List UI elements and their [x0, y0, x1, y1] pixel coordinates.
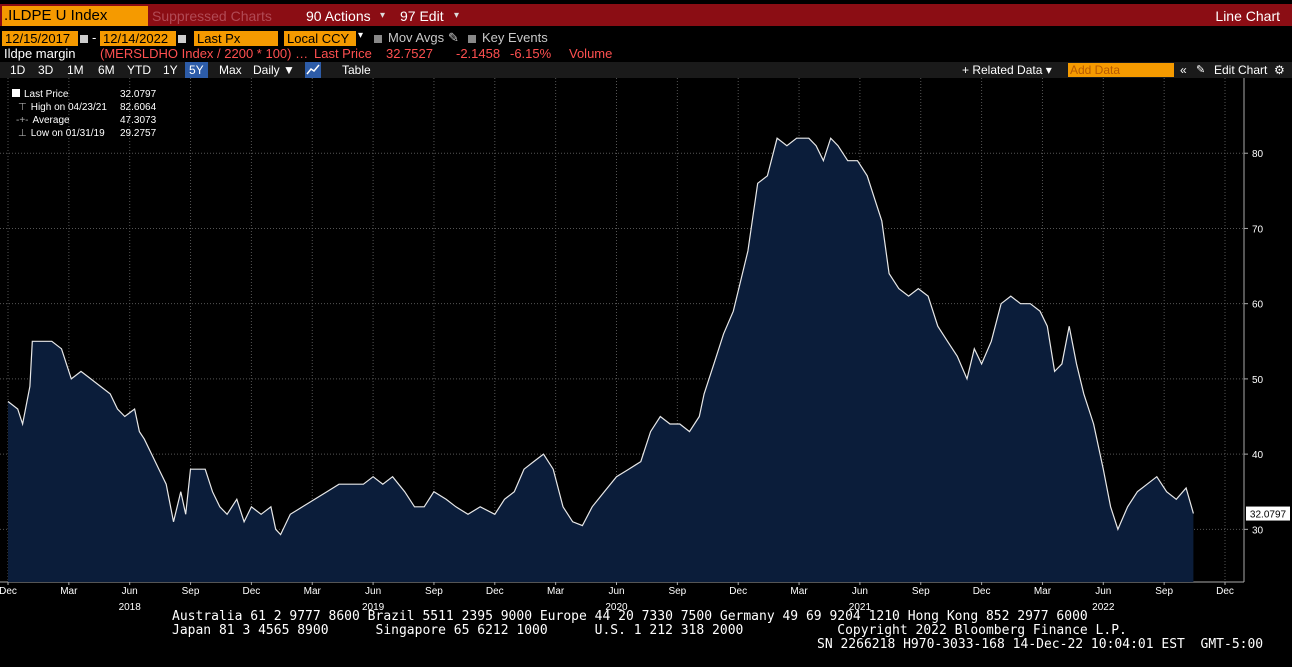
year-label: 2018	[119, 602, 142, 613]
end-date-field[interactable]: 12/14/2022	[100, 31, 176, 46]
period-6m[interactable]: 6M	[98, 63, 115, 77]
footer-line-3: SN 2266218 H970-3033-168 14-Dec-22 10:04…	[817, 637, 1264, 652]
period-1m[interactable]: 1M	[67, 63, 84, 77]
chevron-down-icon[interactable]: ▾	[358, 30, 364, 41]
x-tick-label: Dec	[973, 586, 991, 597]
y-tick-label: 40	[1252, 450, 1264, 461]
x-tick-label: Mar	[60, 586, 78, 597]
calendar-icon[interactable]	[178, 35, 186, 43]
year-label: 2020	[605, 602, 628, 613]
period-5y[interactable]: 5Y	[185, 62, 208, 78]
x-tick-label: Jun	[608, 586, 624, 597]
last-price-value: 32.7527	[386, 46, 433, 61]
table-button[interactable]: Table	[342, 63, 371, 77]
legend-high-value: 82.6064	[120, 102, 157, 113]
period-1d[interactable]: 1D	[10, 63, 26, 77]
period-3d[interactable]: 3D	[38, 63, 54, 77]
title-bar	[0, 4, 1292, 26]
date-separator: -	[92, 30, 97, 45]
pencil-icon[interactable]: ✎	[448, 30, 459, 45]
add-data-input[interactable]: Add Data	[1068, 63, 1174, 77]
x-tick-label: Mar	[1034, 586, 1052, 597]
toolbar	[0, 62, 1292, 78]
edit-menu[interactable]: 97 Edit	[400, 8, 444, 24]
period-max[interactable]: Max	[219, 63, 242, 77]
line-chart-icon[interactable]	[305, 62, 321, 78]
legend-last-value: 32.0797	[120, 89, 157, 100]
actions-menu[interactable]: 90 Actions	[306, 8, 371, 24]
key-events-checkbox[interactable]	[468, 35, 476, 43]
x-tick-label: Jun	[852, 586, 868, 597]
year-label: 2021	[849, 602, 872, 613]
volume-label: Volume	[569, 46, 613, 61]
frequency-select[interactable]: Daily ▼	[253, 63, 295, 77]
footer-line-1: Australia 61 2 9777 8600 Brazil 5511 239…	[172, 609, 1088, 624]
y-tick-label: 50	[1252, 375, 1264, 386]
x-tick-label: Mar	[790, 586, 808, 597]
mov-avgs-checkbox[interactable]	[374, 35, 382, 43]
year-label: 2019	[362, 602, 385, 613]
x-tick-label: Sep	[668, 586, 686, 597]
field-select[interactable]: Last Px	[194, 31, 278, 46]
y-tick-label: 70	[1252, 224, 1264, 235]
series-area	[8, 138, 1194, 582]
x-tick-label: Mar	[547, 586, 565, 597]
x-tick-label: Dec	[729, 586, 747, 597]
year-label: 2022	[1092, 602, 1115, 613]
chevron-down-icon[interactable]: ▾	[454, 10, 460, 21]
x-tick-label: Jun	[122, 586, 138, 597]
legend-avg-value: 47.3073	[120, 115, 157, 126]
x-tick-label: Jun	[365, 586, 381, 597]
legend-last-label: Last Price	[24, 89, 69, 100]
change-value: -2.1458	[456, 46, 501, 61]
period-ytd[interactable]: YTD	[127, 63, 151, 77]
key-events-label[interactable]: Key Events	[482, 30, 548, 45]
x-tick-label: Sep	[1155, 586, 1173, 597]
edit-chart-button[interactable]: Edit Chart	[1214, 63, 1268, 77]
legend-high-label: High on 04/23/21	[30, 102, 107, 113]
x-tick-label: Sep	[912, 586, 930, 597]
change-pct: -6.15%	[510, 46, 552, 61]
chevron-down-icon[interactable]: ▾	[380, 10, 386, 21]
footer-line-2: Japan 81 3 4565 8900 Singapore 65 6212 1…	[172, 623, 1127, 638]
ticker-field[interactable]: .ILDPE U Index	[2, 6, 148, 26]
y-tick-label: 30	[1252, 525, 1264, 536]
chart-area: Dec Mar Jun Sep Dec Mar Jun Sep Dec Mar Jun Sep Dec M…	[0, 78, 1290, 613]
chart-legend: Last Price 32.0797 ⊤ High on 04/23/21 82.60…	[6, 88, 156, 140]
y-tick-label: 80	[1252, 149, 1264, 160]
gear-icon[interactable]: ⚙	[1274, 63, 1285, 77]
x-tick-label: Dec	[243, 586, 261, 597]
pencil-icon[interactable]: ✎	[1196, 64, 1206, 76]
collapse-icon[interactable]: «	[1180, 63, 1187, 77]
view-name: Line Chart	[1215, 8, 1280, 24]
series-line	[7, 137, 1194, 536]
x-tick-label: Dec	[1216, 586, 1234, 597]
suppressed-tab[interactable]: Suppressed Charts	[152, 8, 272, 24]
last-price-label: Last Price	[314, 46, 372, 61]
legend-low-value: 29.2757	[120, 128, 157, 139]
last-value-box	[1246, 506, 1290, 521]
last-value-label: 32.0797	[1250, 510, 1287, 521]
x-tick-label: Jun	[1095, 586, 1111, 597]
legend-avg-label: Average	[32, 115, 70, 126]
legend-low-label: Low on 01/31/19	[30, 128, 105, 139]
start-date-field[interactable]: 12/15/2017	[2, 31, 78, 46]
series-name: Ildpe margin	[4, 46, 76, 61]
x-tick-label: Sep	[425, 586, 443, 597]
period-1y[interactable]: 1Y	[163, 63, 178, 77]
x-tick-label: Dec	[0, 586, 17, 597]
series-formula: (MERSLDHO Index / 2200 * 100) …	[100, 46, 309, 61]
y-tick-label: 60	[1252, 300, 1264, 311]
mov-avgs-label[interactable]: Mov Avgs	[388, 30, 445, 45]
x-tick-label: Sep	[182, 586, 200, 597]
related-data-button[interactable]: + Related Data ▾	[962, 63, 1052, 77]
calendar-icon[interactable]	[80, 35, 88, 43]
currency-select[interactable]: Local CCY	[284, 31, 356, 46]
x-tick-label: Dec	[486, 586, 504, 597]
x-tick-label: Mar	[304, 586, 322, 597]
last-price-swatch	[12, 89, 20, 97]
